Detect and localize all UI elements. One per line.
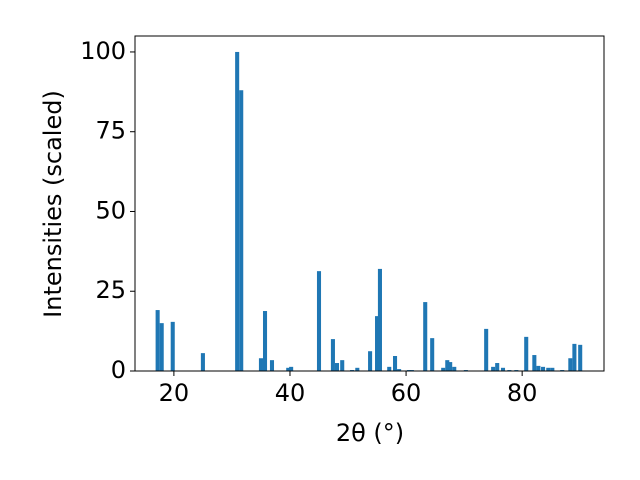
bar (541, 366, 546, 371)
x-tick-label: 40 (275, 379, 306, 407)
bar (235, 51, 240, 371)
bar (445, 360, 450, 371)
bar (568, 358, 573, 371)
bar (200, 353, 205, 371)
y-tick-label: 0 (111, 356, 126, 384)
bar (546, 367, 551, 371)
bar (316, 271, 322, 371)
bar (448, 362, 453, 371)
plot-frame (134, 35, 605, 372)
bar (572, 343, 577, 371)
y-axis-label: Intensities (scaled) (39, 90, 67, 318)
bar (340, 360, 345, 371)
bar (578, 344, 583, 371)
bar (334, 363, 340, 371)
x-tick-label: 20 (159, 379, 190, 407)
bar (536, 365, 541, 371)
bar (495, 363, 500, 371)
bar (239, 90, 244, 371)
bar (524, 336, 529, 371)
x-tick-label: 80 (507, 379, 538, 407)
bar (500, 367, 506, 371)
bar (330, 339, 335, 371)
bar (491, 366, 496, 371)
y-tick-label: 75 (95, 117, 126, 145)
bar (286, 367, 291, 371)
y-tick-label: 50 (95, 196, 126, 224)
bar (377, 268, 382, 371)
y-tick-label: 25 (95, 276, 126, 304)
bar (397, 369, 402, 371)
bar (269, 360, 275, 371)
y-tick-label: 100 (80, 37, 126, 65)
bar (484, 328, 489, 371)
bar (532, 355, 537, 371)
bar (430, 338, 435, 371)
bar (550, 367, 555, 371)
bar (355, 367, 360, 371)
bar (441, 367, 446, 371)
x-axis-label: 2θ (°) (336, 419, 404, 447)
bar (368, 351, 373, 371)
bar (170, 321, 175, 371)
x-tick-label: 60 (391, 379, 422, 407)
bar (393, 356, 398, 371)
bar (375, 316, 380, 371)
bar (423, 302, 428, 371)
bar (387, 366, 392, 371)
bar (262, 311, 268, 371)
bar (452, 366, 457, 371)
bar (159, 323, 164, 371)
bar (155, 310, 160, 371)
bar (258, 358, 263, 371)
bar (289, 366, 294, 371)
